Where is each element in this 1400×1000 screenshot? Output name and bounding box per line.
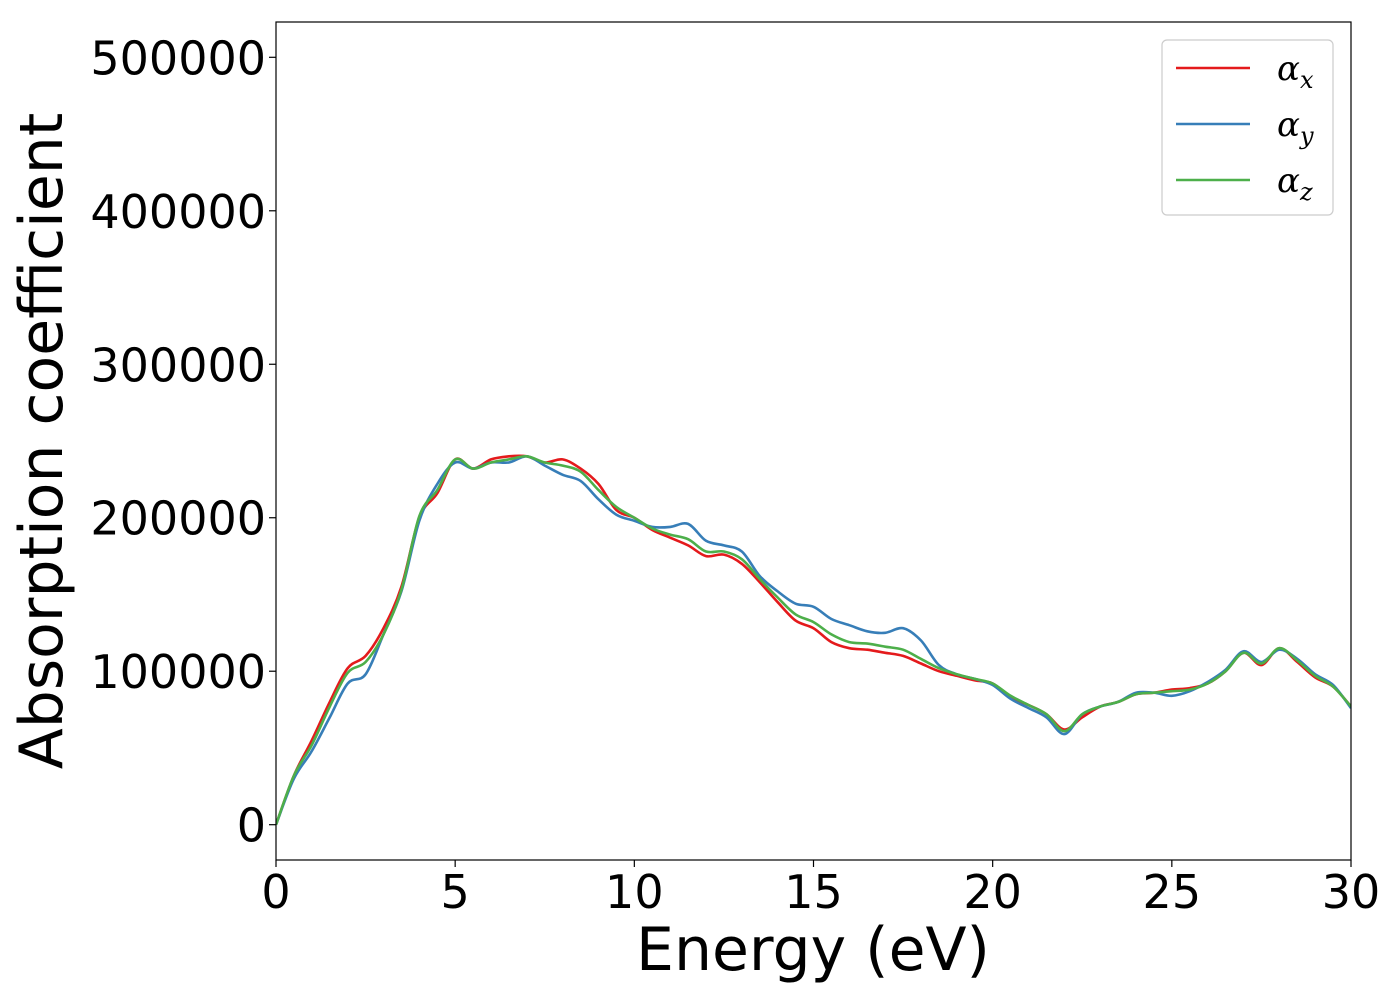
y-tick-label: 400000	[90, 185, 266, 239]
y-tick-label: 100000	[90, 645, 266, 699]
x-tick-label: 30	[1322, 865, 1381, 919]
series-line-alpha-z	[276, 454, 1351, 826]
y-tick-label: 200000	[90, 492, 266, 546]
legend-label-alpha-z: αz	[1277, 161, 1313, 206]
x-tick-label: 15	[784, 865, 843, 919]
plot-content	[276, 454, 1351, 826]
y-tick-label: 0	[237, 799, 266, 853]
x-tick-label: 5	[441, 865, 470, 919]
y-tick-label: 300000	[90, 338, 266, 392]
x-tick-label: 10	[605, 865, 664, 919]
series-line-alpha-x	[276, 454, 1351, 826]
legend-box	[1161, 39, 1334, 216]
series-line-alpha-y	[276, 454, 1351, 826]
x-tick-label: 20	[963, 865, 1022, 919]
x-tick-label: 0	[261, 865, 290, 919]
axis-ticks: 0 5 10 15 20 25 30 0 100000 200000 300000 400000 500…	[90, 31, 1380, 919]
y-tick-label: 500000	[90, 31, 266, 85]
y-axis-title: Absorption coefficient	[7, 113, 77, 770]
x-tick-label: 25	[1143, 865, 1202, 919]
x-axis-title: Energy (eV)	[636, 915, 990, 985]
